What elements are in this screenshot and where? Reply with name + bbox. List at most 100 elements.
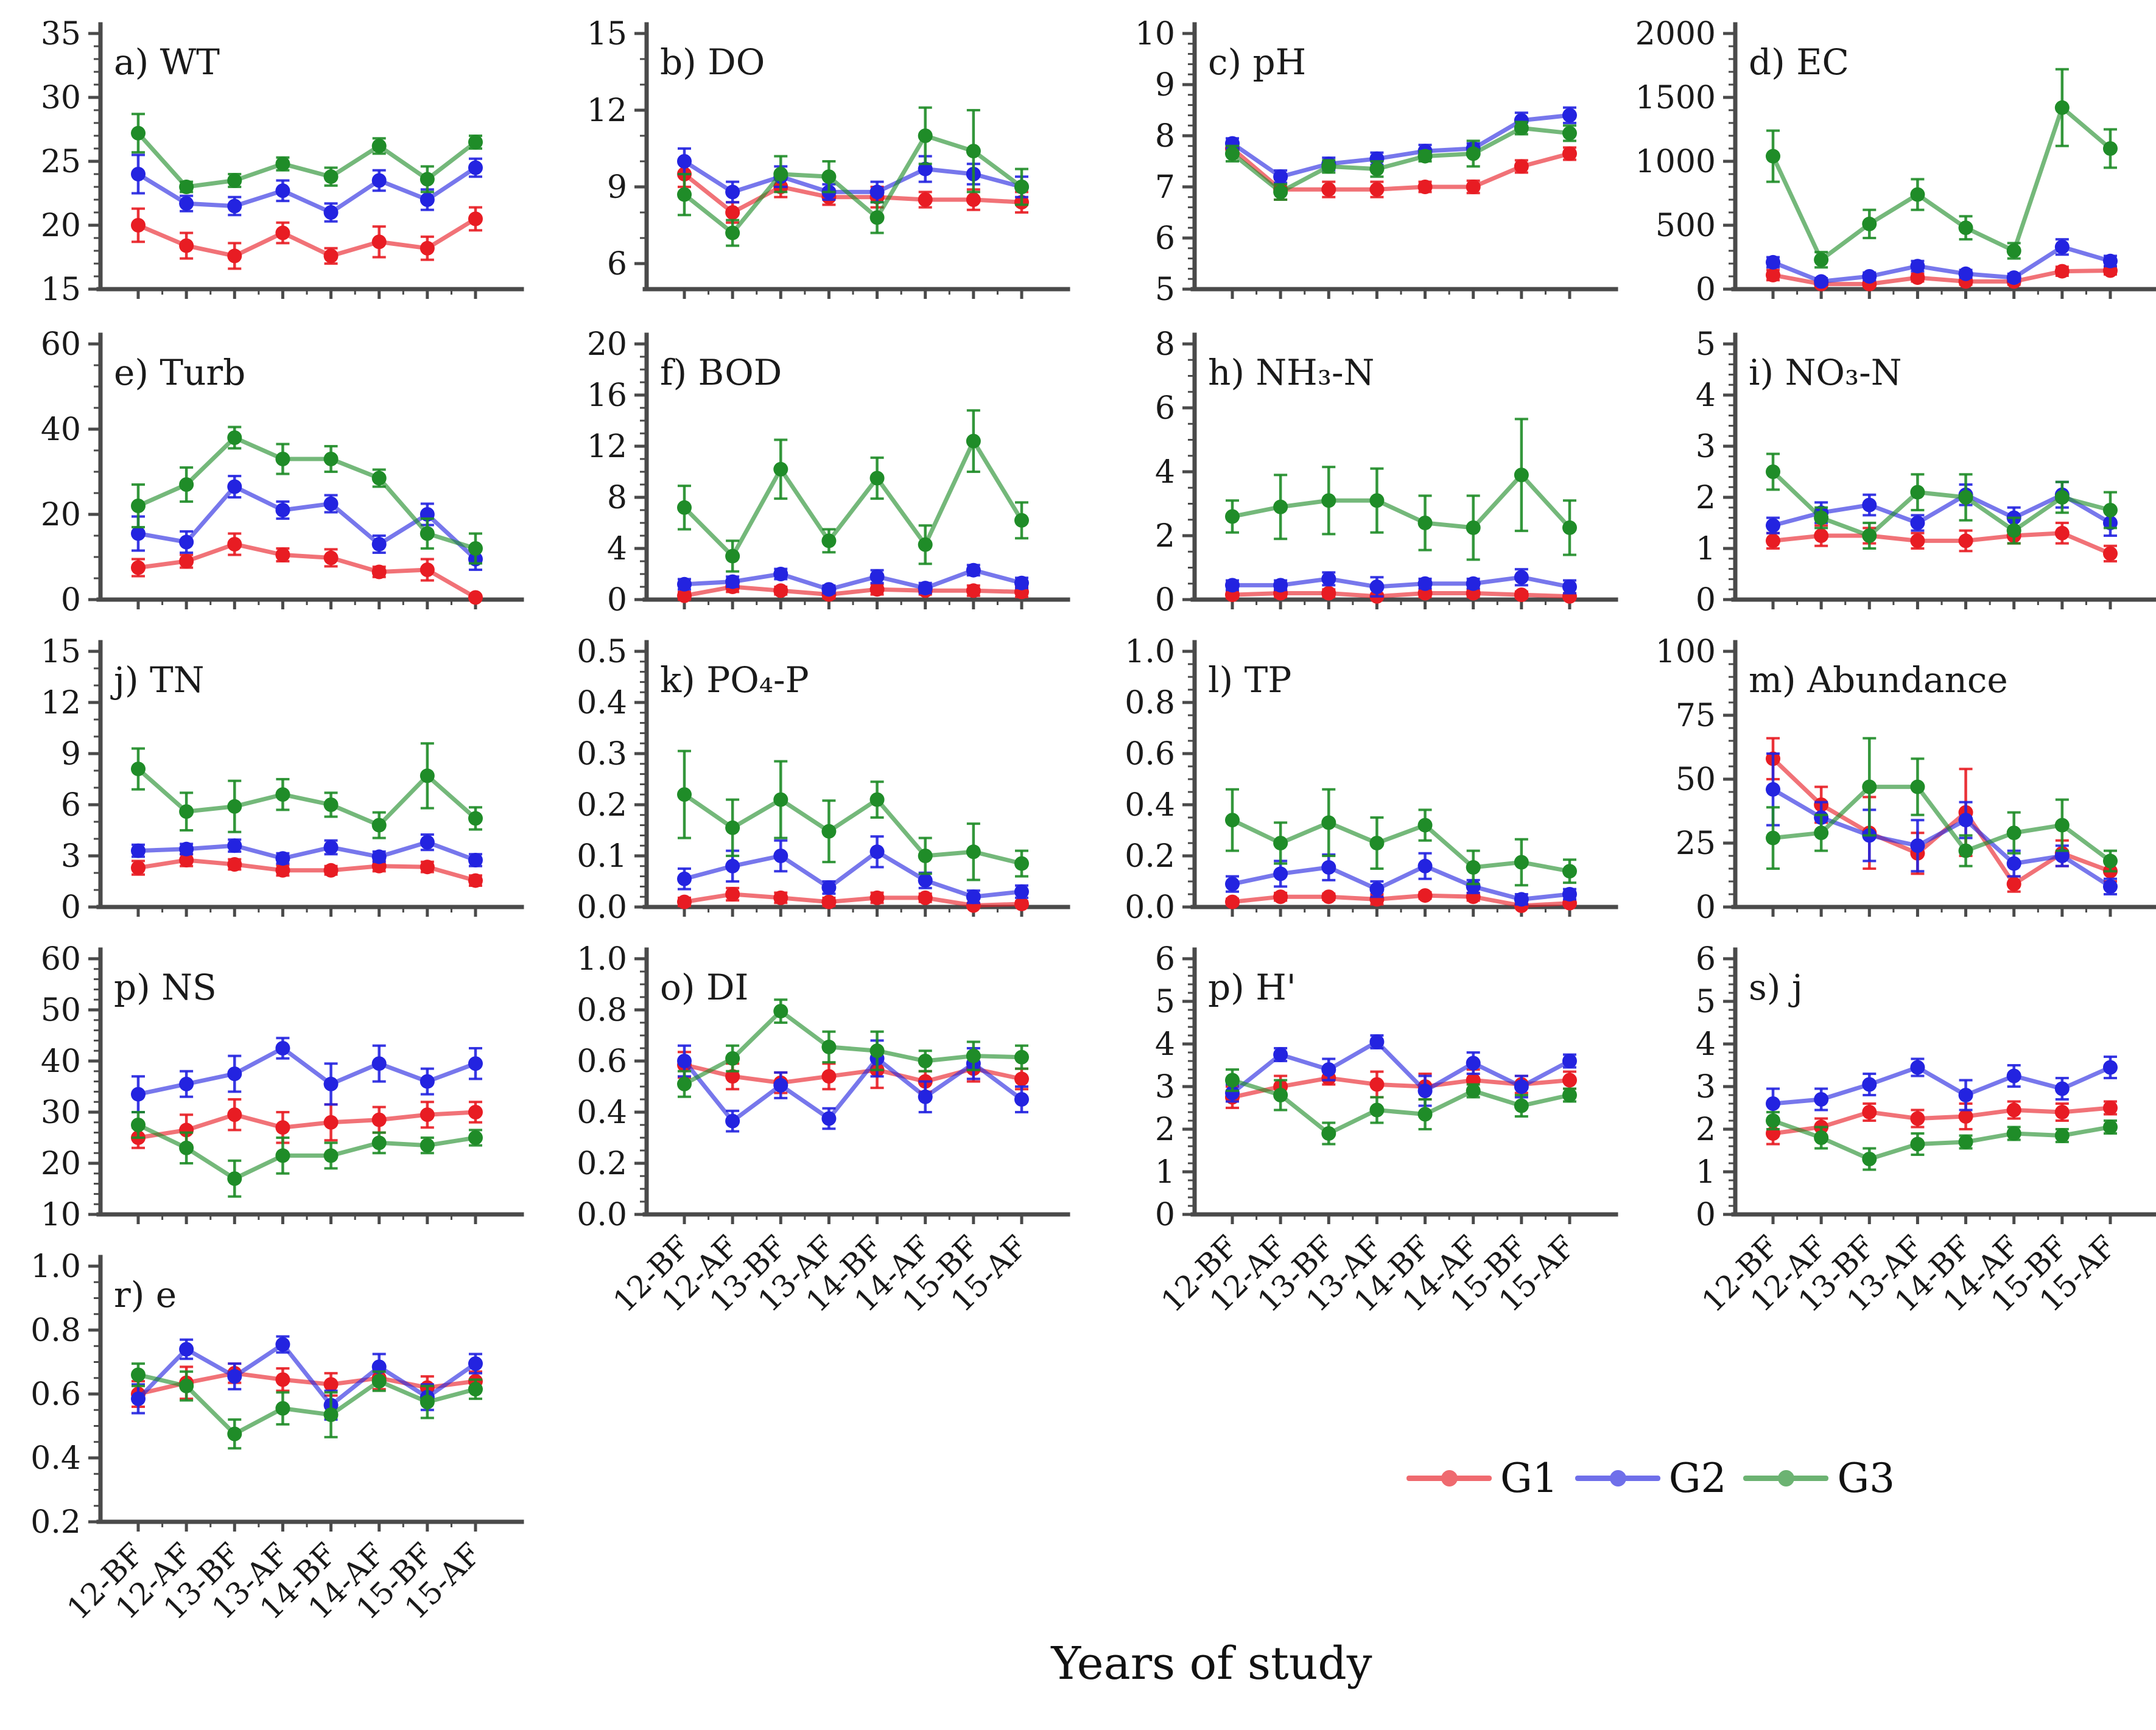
data-point [1958,266,1973,281]
y-tick-label: 10 [1135,16,1175,52]
data-point [1514,1079,1529,1094]
data-point [1514,855,1529,870]
data-point [275,183,290,198]
data-point [420,768,435,783]
y-tick-label: 20 [587,326,627,363]
data-point [773,583,788,598]
y-tick-label: 1.0 [577,941,627,978]
data-point [1466,520,1481,535]
data-point [1910,1111,1925,1126]
data-point [1466,1084,1481,1098]
data-point [131,125,146,141]
data-point [1321,159,1336,174]
data-point [1417,149,1433,164]
data-point [918,537,933,552]
data-point [1910,259,1925,274]
data-point [2006,243,2021,258]
data-point [1369,836,1385,850]
data-point [1814,528,1829,543]
data-point [227,1107,242,1122]
data-point [227,857,242,872]
series-g2 [677,835,1029,905]
data-point [131,843,146,858]
y-tick-label: 4 [607,531,627,567]
y-tick-label: 15 [41,634,81,670]
data-point [1369,493,1385,508]
data-point [227,799,242,814]
data-point [1862,1152,1877,1166]
data-point [869,1043,885,1059]
data-point [2006,1126,2021,1141]
data-point [1766,518,1780,533]
data-point [1225,1085,1240,1101]
panel-title: f) BOD [660,352,782,393]
panel-p-ns: 10 20 30 40 50 60 p) NS [41,941,524,1233]
data-point [1273,499,1288,514]
y-tick-label: 1 [1696,531,1716,567]
legend-item-g1: G1 [1406,1455,1558,1502]
y-tick-label: 0 [1696,889,1716,926]
data-point [371,1112,387,1127]
data-point [1862,1077,1877,1092]
y-tick-label: 35 [41,16,81,52]
data-point [2102,853,2118,869]
y-tick-label: 6 [1155,941,1175,978]
data-point [468,1056,483,1071]
data-point [2006,270,2021,285]
legend-marker-dot [1441,1470,1458,1487]
data-point [323,797,339,812]
data-point [1514,468,1529,483]
data-point [275,547,290,562]
data-point [1958,533,1973,548]
data-point [1417,180,1433,194]
data-point [131,560,146,575]
y-tick-label: 0 [607,582,627,618]
data-point [1273,169,1288,184]
panel-title: h) NH₃-N [1208,352,1374,393]
data-point [179,196,194,211]
data-point [1958,220,1973,236]
data-point [468,1356,483,1371]
series-g3 [1225,121,1577,201]
data-point [2054,490,2070,505]
y-tick-label: 2 [1696,1112,1716,1148]
data-point [1814,825,1829,841]
panel-title: r) e [114,1274,177,1315]
data-point [371,471,387,486]
y-tick-label: 0.2 [30,1504,81,1541]
y-tick-label: 0 [61,889,81,926]
data-point [1814,510,1829,525]
data-point [2006,825,2021,841]
data-point [420,526,435,541]
data-point [1014,1071,1029,1087]
data-point [1417,1084,1433,1098]
data-point [725,205,740,220]
data-point [371,138,387,153]
data-point [1369,1102,1385,1118]
data-point [275,1372,290,1387]
data-point [275,156,290,172]
series-g1 [131,532,483,605]
series-g3 [677,998,1029,1098]
data-point [1514,1098,1529,1113]
data-point [371,234,387,250]
data-point [323,1148,339,1163]
panel-a-wt: 15 20 25 30 35 a) WT [41,16,524,308]
y-tick-label: 6 [1155,220,1175,257]
data-point [821,824,837,839]
data-point [2102,503,2118,517]
panel-title: m) Abundance [1749,659,2008,701]
y-tick-label: 0 [1696,1197,1716,1233]
y-tick-label: 0 [1155,1197,1175,1233]
data-point [966,562,981,578]
panel-title: a) WT [114,41,220,83]
data-point [1766,1113,1780,1128]
data-point [275,1148,290,1163]
y-tick-label: 0.8 [577,992,627,1029]
data-point [131,860,146,875]
data-point [227,198,242,214]
data-point [1417,818,1433,833]
data-point [821,169,837,184]
data-point [918,128,933,143]
